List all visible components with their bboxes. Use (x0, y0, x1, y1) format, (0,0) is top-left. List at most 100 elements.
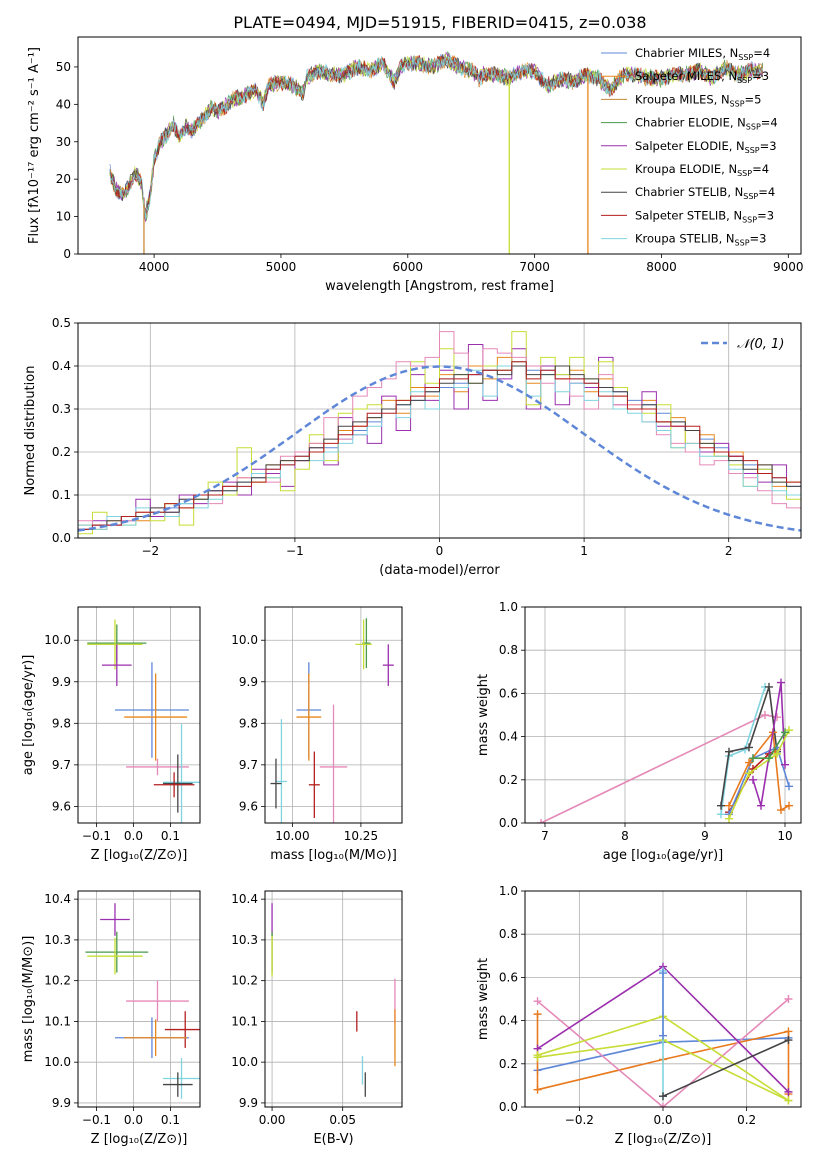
legend-subscript: SSP (737, 76, 752, 85)
legend-subscript: SSP (730, 99, 745, 108)
legend-entry: Kroupa STELIB, NSSP=3 (635, 232, 766, 248)
weight-marker (785, 801, 793, 810)
weight-marker (784, 1096, 793, 1105)
x-axis-label: age [log₁₀(age/yr)] (603, 848, 724, 863)
plot-area (533, 962, 793, 1107)
plot-area (87, 619, 200, 823)
x-tick-label: 0.05 (329, 1113, 356, 1127)
legend-subscript: SSP (735, 239, 750, 248)
y-tick-label: 0.5 (52, 316, 71, 330)
error-point (163, 1058, 200, 1099)
y-tick-label: 0.2 (499, 773, 518, 787)
plot-area (109, 50, 764, 254)
error-point (85, 931, 149, 973)
error-point (87, 937, 143, 975)
error-point (126, 758, 189, 776)
panel-residuals: −2 −1 0 1 2 0.0 0.1 0.2 0.3 0.4 0.5 (data-model)/er… (23, 316, 802, 578)
error-point (100, 903, 130, 936)
x-tick-label: 0.2 (737, 1113, 756, 1127)
weight-line (662, 1039, 789, 1097)
weight-marker (777, 678, 785, 687)
error-point (114, 662, 189, 758)
legend-text: Kroupa MILES, N (635, 92, 730, 106)
legend-entry: Kroupa MILES, NSSP=5 (635, 92, 761, 108)
y-tick-label: 10.4 (231, 892, 258, 906)
y-axis-label: mass weight (476, 958, 491, 1040)
histogram-step (78, 331, 801, 526)
weight-line (536, 998, 790, 1107)
weight-marker (533, 1051, 542, 1060)
x-tick-label: 6000 (393, 260, 424, 274)
y-tick-label: 9.6 (239, 799, 258, 813)
x-tick-label: −0.1 (82, 1113, 111, 1127)
x-tick-label: −0.1 (82, 829, 111, 843)
panels: 4000 5000 6000 7000 8000 900001020304050wavel… (21, 36, 804, 1147)
x-tick-label: 2 (725, 544, 733, 558)
y-tick-label: 0.2 (499, 1057, 518, 1071)
weight-marker (777, 806, 785, 815)
axes-frame (77, 322, 802, 539)
y-axis-label: Flux [fλ10⁻¹⁷ erg cm⁻² s⁻¹ A⁻¹] (27, 47, 42, 244)
x-tick-label: 9000 (773, 260, 804, 274)
x-tick-label: −2 (141, 544, 159, 558)
error-point (163, 1072, 193, 1097)
weight-marker (784, 1036, 793, 1045)
y-tick-label: 9.9 (52, 1096, 71, 1110)
weight-marker (745, 743, 753, 752)
y-tick-label: 1.0 (499, 884, 518, 898)
legend-value: =4 (752, 162, 769, 176)
x-axis-label: Z [log₁₀(Z/Z⊙)] (91, 848, 188, 863)
legend-text: Chabrier ELODIE, N (635, 116, 746, 130)
x-tick-label: 0 (436, 544, 444, 558)
plot-area (78, 331, 801, 535)
plot-area (537, 678, 793, 823)
weight-marker (533, 997, 542, 1006)
legend-text: Salpeter MILES, N (635, 69, 737, 83)
y-tick-label: 0 (63, 247, 71, 261)
y-tick-label: 0.8 (499, 927, 518, 941)
x-tick-label: 0.0 (124, 829, 143, 843)
weight-marker (773, 713, 781, 722)
weight-line (540, 714, 778, 823)
plot-area (85, 903, 200, 1099)
x-axis-label: wavelength [Angstrom, rest frame] (325, 279, 554, 294)
axes-frame (524, 606, 802, 824)
histogram-step (78, 344, 801, 530)
x-axis-label: Z [log₁₀(Z/Z⊙)] (91, 1132, 188, 1147)
weight-marker (659, 969, 667, 978)
weight-line (720, 686, 766, 815)
x-tick-label: 9 (701, 829, 709, 843)
y-tick-label: 0.2 (52, 445, 71, 459)
y-tick-label: 9.9 (239, 675, 258, 689)
panel-weight_vs_age: 7 8 9 10 0.0 0.2 0.4 0.6 0.8 1.0 age [log₁₀(age/yr… (476, 600, 802, 863)
y-tick-label: 40 (56, 97, 71, 111)
error-point (164, 1011, 200, 1048)
legend-entry: Kroupa ELODIE, NSSP=4 (635, 162, 769, 178)
y-tick-label: 10.0 (231, 1055, 258, 1069)
error-point (126, 980, 189, 1022)
weight-marker (781, 728, 789, 737)
weight-marker (725, 747, 733, 756)
y-tick-label: 10.2 (44, 974, 71, 988)
x-tick-label: 0.0 (124, 1113, 143, 1127)
error-point (296, 673, 322, 761)
y-tick-label: 0.4 (499, 730, 518, 744)
legend-text: Salpeter STELIB, N (635, 208, 742, 222)
figure-title: PLATE=0494, MJD=51915, FIBERID=0415, z=0… (233, 13, 646, 32)
legend-value: =4 (761, 116, 778, 130)
error-point (163, 754, 193, 813)
weight-marker (757, 801, 765, 810)
y-tick-label: 10.3 (44, 933, 71, 947)
weight-marker (749, 775, 757, 784)
weight-marker (533, 1010, 542, 1019)
weight-marker (725, 814, 733, 823)
legend-entry: Chabrier ELODIE, NSSP=4 (635, 116, 778, 132)
x-tick-label: 8000 (646, 260, 677, 274)
x-tick-label: 10.25 (344, 829, 378, 843)
panel-weight_vs_z: −0.2 0.0 0.2 0.0 0.2 0.4 0.6 0.8 1.0 Z [log₁₀(Z/Z… (476, 884, 802, 1147)
legend-text: Chabrier MILES, N (635, 46, 738, 60)
histogram-step (78, 361, 801, 530)
y-tick-label: 0.4 (499, 1014, 518, 1028)
weight-line (728, 729, 790, 820)
